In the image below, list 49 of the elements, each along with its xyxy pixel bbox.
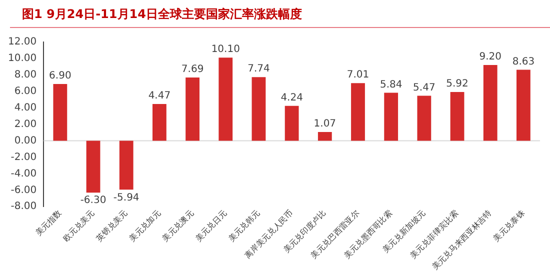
y-tick-label: 2.00 [14,118,37,130]
data-label: -6.30 [80,195,106,206]
bar [384,92,398,141]
bar [450,92,464,141]
data-label: 6.90 [49,70,72,82]
y-tick-label: 12.00 [8,36,37,48]
y-tick-label: 8.00 [14,70,37,81]
bar [218,58,233,141]
data-label: 4.47 [148,90,171,102]
y-tick-label: -2.00 [10,152,37,163]
data-label: 7.01 [346,70,370,81]
bar [53,84,68,141]
data-label: -5.94 [113,192,140,204]
data-label: 7.69 [181,64,204,76]
y-tick-label: 6.00 [14,86,37,97]
data-label: 5.92 [446,78,468,90]
data-label: 9.20 [479,52,502,63]
x-tick-label: 欧元兑美元 [62,208,96,244]
x-tick-label: 美元兑加元 [128,208,162,244]
bar [516,70,530,141]
data-label: 10.10 [211,44,240,56]
y-tick-label: -4.00 [10,168,37,180]
bar [483,65,498,141]
x-tick-label: 美元兑日元 [194,208,229,244]
y-tick-label: 0.00 [14,135,37,146]
chart-title: 图1 9月24日-11月14日全球主要国家汇率涨跌幅度 [10,0,550,28]
x-tick-label: 美元兑澳元 [160,208,196,244]
bar [152,104,166,141]
bar [86,140,100,193]
bar [351,83,365,141]
x-tick-label: 英镑兑美元 [94,208,130,244]
bar [417,96,432,141]
bar [186,77,200,141]
data-label: 4.24 [280,92,303,104]
data-label: 8.63 [512,56,535,68]
x-tick-label: 美元兑泰铢 [492,208,526,244]
y-tick-label: 4.00 [14,102,37,114]
bar [252,77,266,141]
y-tick-label: -8.00 [10,201,37,212]
data-label: 5.47 [413,82,436,94]
bar [119,140,134,190]
data-label: 1.07 [314,118,336,130]
x-tick-label: 美元指数 [34,208,64,238]
bar [284,106,299,141]
y-tick-label: 10.00 [8,53,37,64]
bar [318,132,332,141]
y-tick-label: -6.00 [10,184,37,196]
data-label: 5.84 [380,79,402,90]
data-label: 7.74 [248,64,270,75]
